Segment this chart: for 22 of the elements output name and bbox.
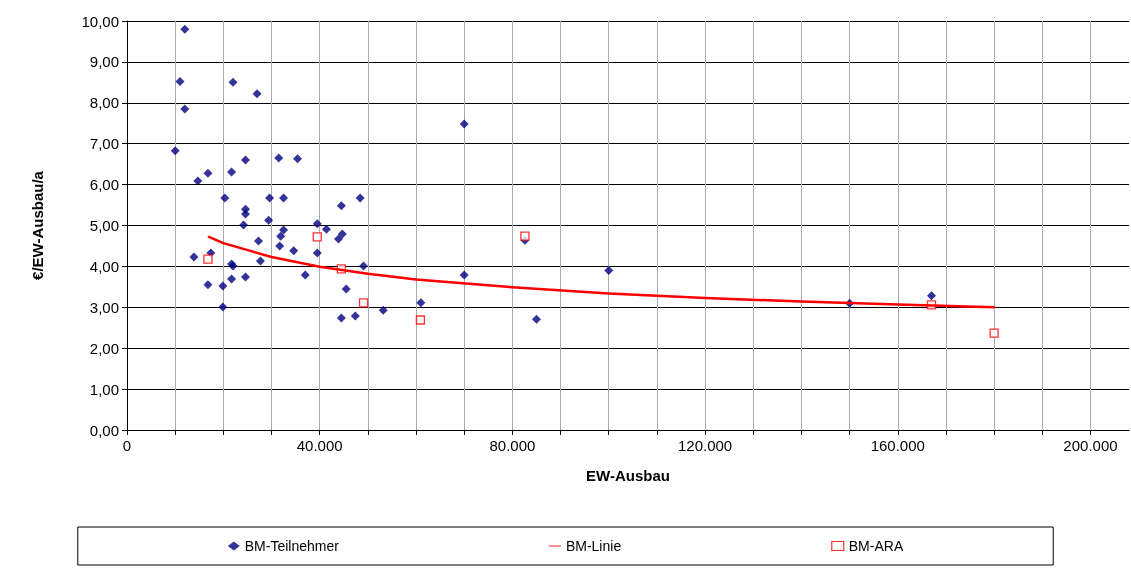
y-axis-title: €/EW-Ausbau/a: [29, 170, 46, 280]
y-tick-label: 9,00: [89, 53, 119, 71]
y-tick-label: 7,00: [89, 135, 119, 153]
y-tick-label: 10,00: [81, 12, 119, 30]
y-tick-label: 4,00: [89, 257, 119, 275]
x-tick-label: 80.000: [489, 437, 536, 454]
y-tick-label: 1,00: [89, 380, 119, 398]
x-tick-label: 40.000: [296, 437, 343, 454]
y-tick-label: 3,00: [89, 298, 119, 316]
x-tick-label: 160.000: [870, 437, 925, 454]
legend-label: BM-Linie: [565, 538, 622, 554]
legend-label: BM-Teilnehmer: [244, 538, 340, 554]
x-tick-label: 200.000: [1063, 437, 1118, 454]
y-tick-label: 8,00: [89, 94, 119, 112]
y-tick-label: 2,00: [89, 339, 119, 357]
y-tick-label: 0,00: [89, 421, 119, 439]
x-tick-label: 0: [122, 437, 132, 454]
x-tick-label: 120.000: [677, 437, 733, 454]
y-tick-label: 6,00: [89, 176, 119, 194]
x-axis-title: EW-Ausbau: [586, 467, 670, 484]
legend-label: BM-ARA: [848, 538, 904, 554]
y-tick-label: 5,00: [89, 217, 119, 234]
